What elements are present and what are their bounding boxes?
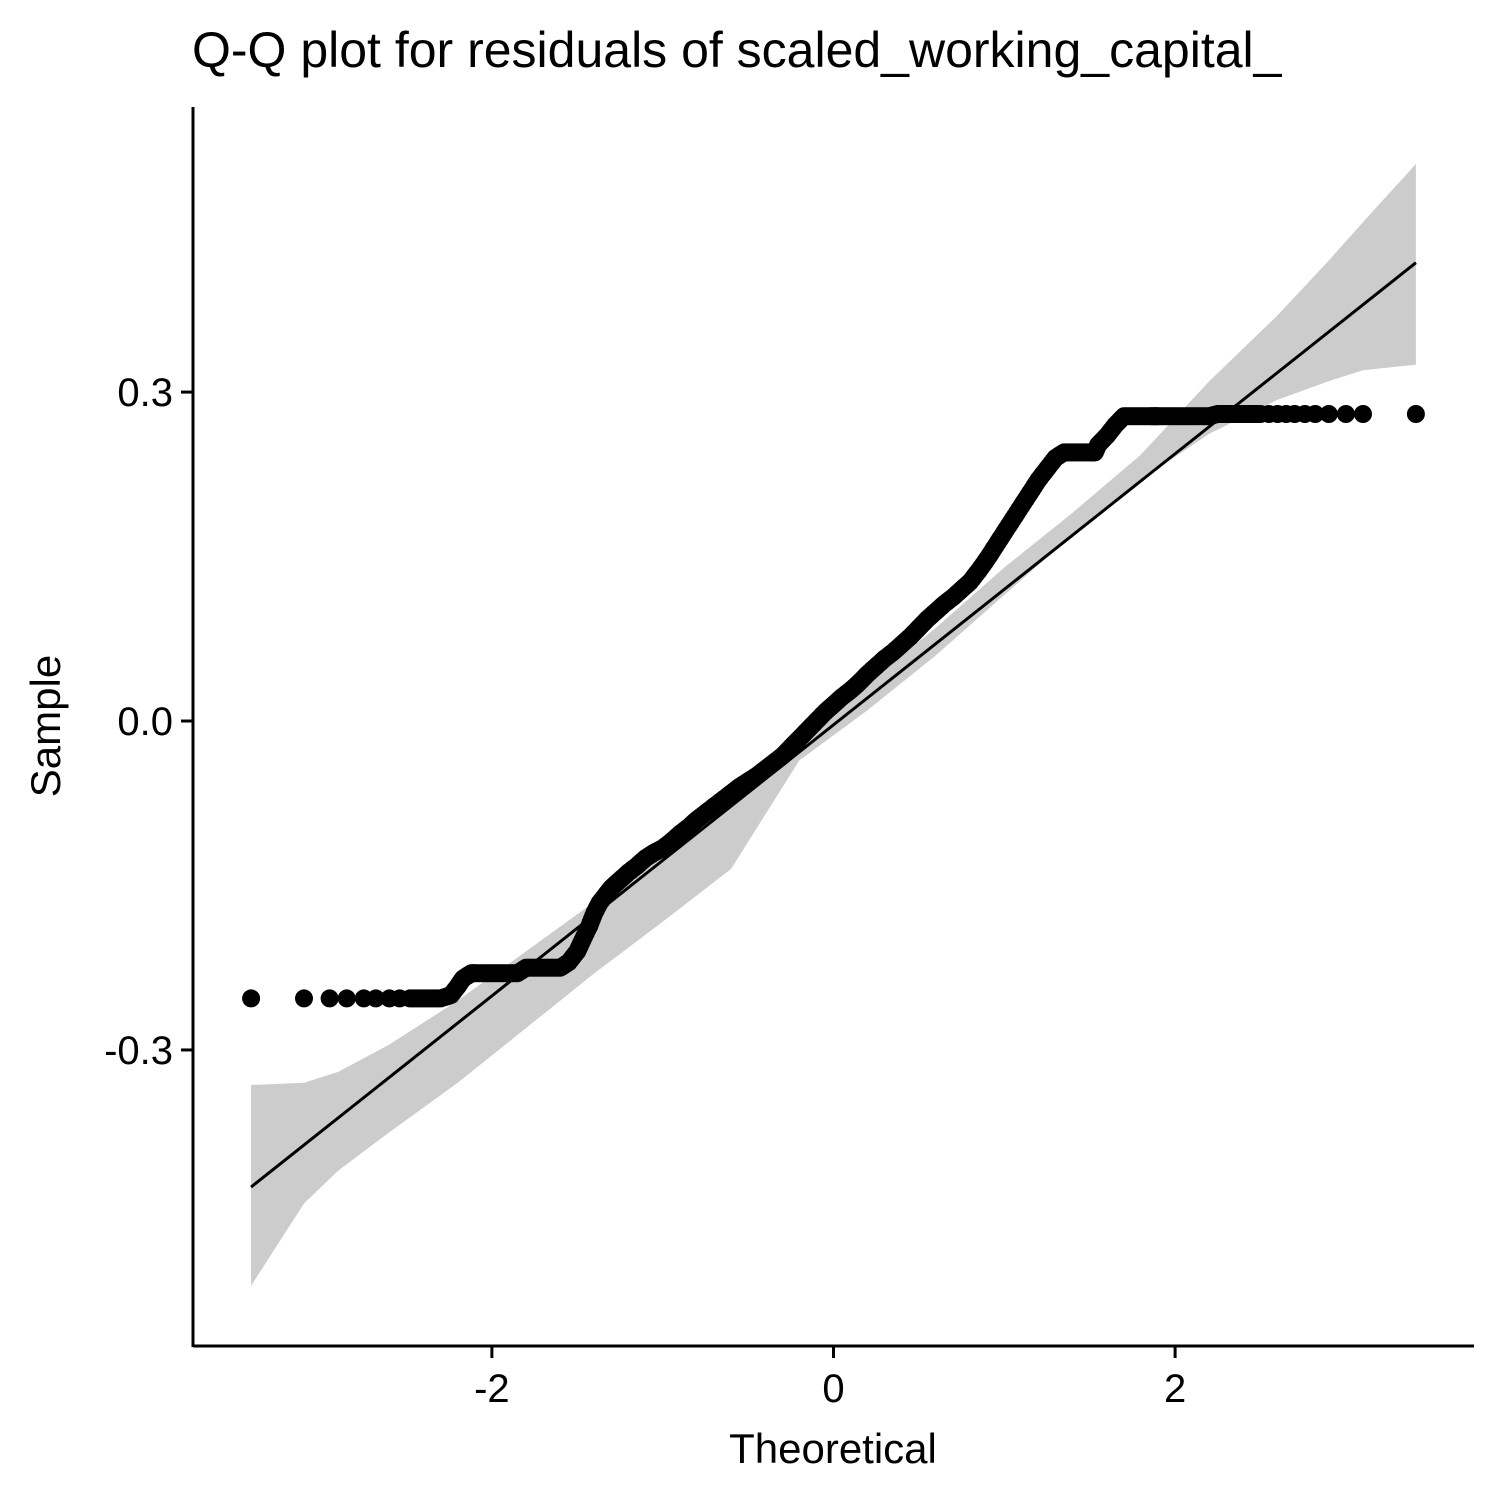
data-point — [320, 989, 339, 1008]
x-axis-title: Theoretical — [729, 1425, 937, 1472]
data-point — [1336, 405, 1355, 423]
data-point — [337, 989, 356, 1008]
y-axis-title: Sample — [22, 655, 69, 797]
chart-title: Q-Q plot for residuals of scaled_working… — [192, 22, 1283, 78]
y-axis-ticks: 0.3 0.0 -0.3 — [104, 371, 193, 1073]
y-tick-label: -0.3 — [104, 1029, 173, 1073]
x-tick-label: 2 — [1164, 1367, 1186, 1411]
y-tick-label: 0.3 — [117, 371, 173, 415]
data-point — [1406, 405, 1425, 423]
reference-line — [250, 261, 1417, 1189]
data-point — [366, 989, 385, 1008]
data-point — [1319, 405, 1338, 423]
plot-area — [242, 164, 1425, 1286]
data-point — [1306, 405, 1325, 423]
data-point — [1354, 405, 1372, 423]
data-point — [242, 989, 261, 1008]
y-tick-label: 0.0 — [117, 700, 173, 744]
x-tick-label: 0 — [822, 1367, 844, 1411]
sample-points — [242, 405, 1425, 1008]
x-axis-ticks: -2 0 2 — [474, 1346, 1186, 1411]
data-point — [295, 989, 313, 1008]
x-tick-label: -2 — [474, 1367, 510, 1411]
